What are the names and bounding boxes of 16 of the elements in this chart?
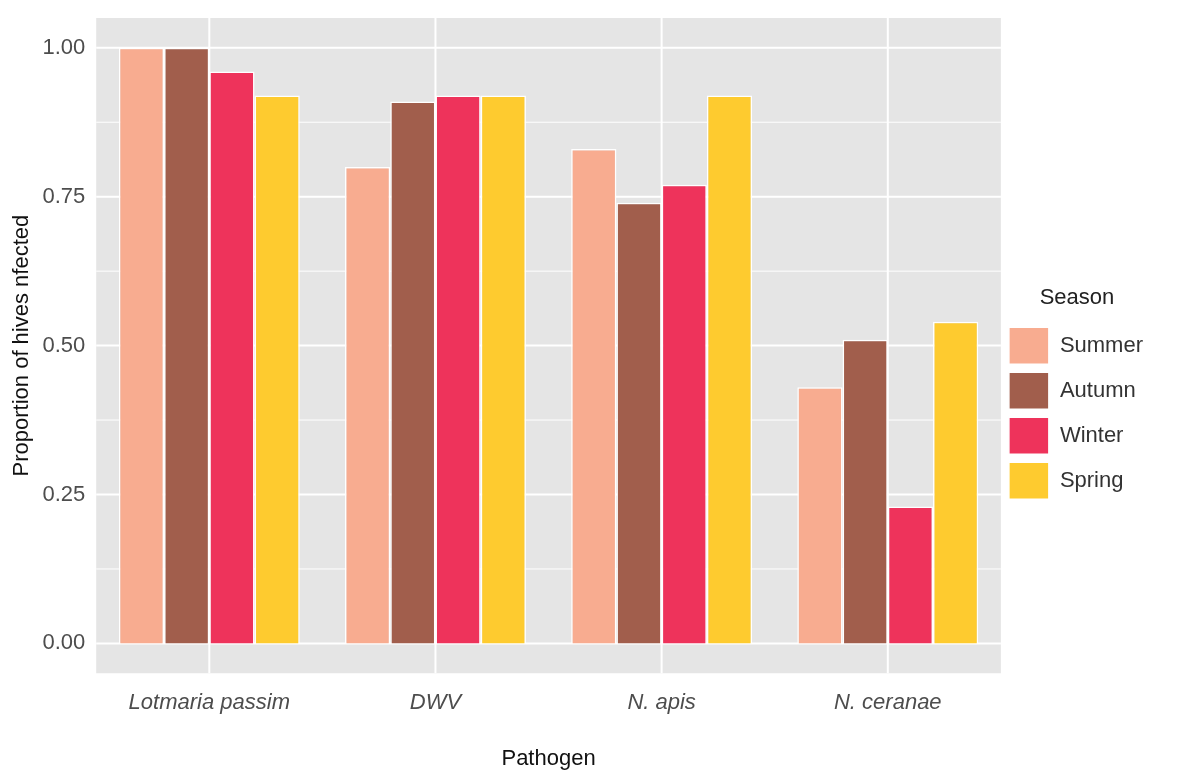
y-tick-label: 1.00 [42,33,86,59]
x-tick-label: N. apis [627,688,696,714]
legend-title: Season [1039,283,1115,309]
x-tick-label: DWV [409,688,464,714]
x-tick-label: N. ceranae [833,688,942,714]
y-tick-label: 0.00 [42,629,86,655]
y-tick-label: 0.75 [42,182,86,208]
y-tick-label: 0.25 [42,480,86,506]
x-tick-label: Lotmaria passim [128,688,290,714]
x-axis-title: Pathogen [501,744,596,770]
y-tick-label: 0.50 [42,331,86,357]
legend-label: Winter [1059,421,1124,447]
y-axis-title: Proportion of hives nfected [8,214,34,477]
legend-label: Summer [1059,331,1143,357]
legend-label: Autumn [1059,376,1136,402]
legend-label: Spring [1059,466,1124,492]
